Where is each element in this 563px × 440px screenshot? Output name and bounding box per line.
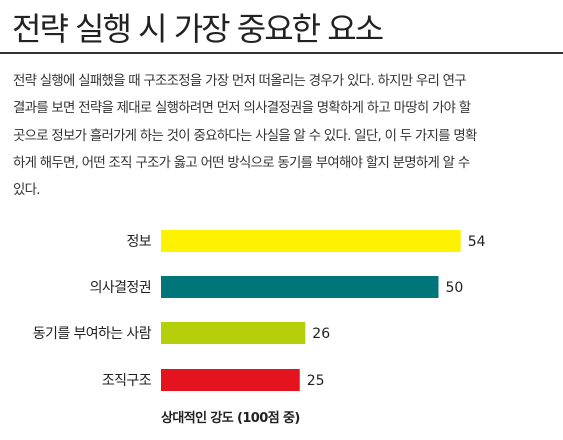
bar <box>161 369 300 391</box>
x-axis-label: 상대적인 강도 (100점 중) <box>161 410 300 426</box>
value-label: 25 <box>307 373 325 389</box>
body-paragraph: 전략 실행에 실패했을 때 구조조정을 가장 먼저 떠올리는 경우가 있다. 하… <box>13 68 553 204</box>
title-divider <box>0 52 563 54</box>
category-label: 정보 <box>126 234 151 250</box>
bar <box>161 322 306 344</box>
category-label: 의사결정권 <box>90 280 151 296</box>
body-line: 전략 실행에 실패했을 때 구조조정을 가장 먼저 떠올리는 경우가 있다. 하… <box>13 74 467 89</box>
value-label: 50 <box>446 280 464 296</box>
category-label: 동기를 부여하는 사람 <box>33 326 152 342</box>
body-line: 곳으로 정보가 흘러가게 하는 것이 중요하다는 사실을 알 수 있다. 일단,… <box>13 128 477 144</box>
bar <box>161 276 439 298</box>
page-title: 전략 실행 시 가장 중요한 요소 <box>12 10 384 48</box>
category-label: 조직구조 <box>102 373 152 389</box>
body-line: 결과를 보면 전략을 제대로 실행하려면 먼저 의사결정권을 명확하게 하고 마… <box>13 101 471 117</box>
value-label: 54 <box>468 234 486 250</box>
body-line: 있다. <box>13 183 40 199</box>
body-line: 하게 해두면, 어떤 조직 구조가 옳고 어떤 방식으로 동기를 부여해야 할지… <box>13 155 470 171</box>
value-label: 26 <box>312 326 330 342</box>
bar <box>161 230 461 252</box>
bar-chart: 정보 54 의사결정권 50 동기를 부여하는 사람 26 조직구조 25 상대적인 강도 (1… <box>33 230 486 426</box>
